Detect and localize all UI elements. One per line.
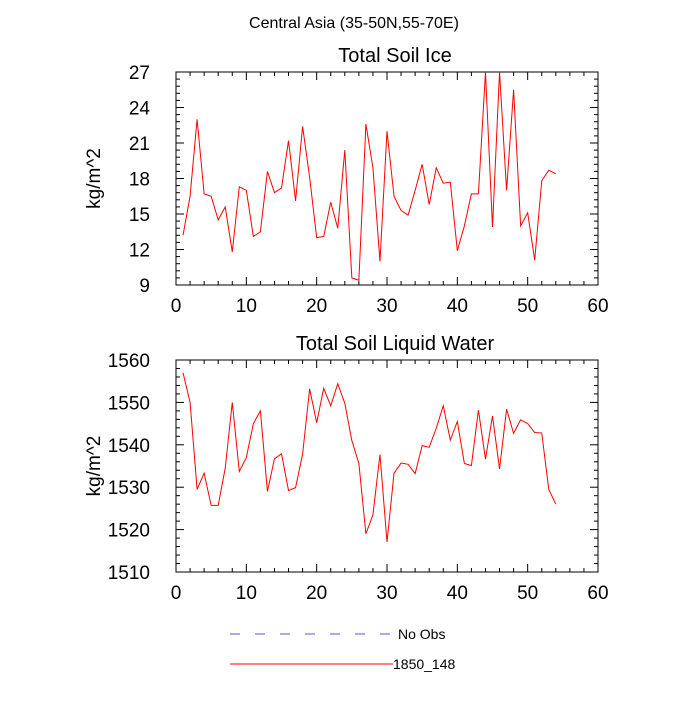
x-tick-label: 10 xyxy=(236,583,257,604)
x-tick-label: 30 xyxy=(376,296,397,317)
figure-suptitle: Central Asia (35-50N,55-70E) xyxy=(249,15,459,32)
x-tick-label: 20 xyxy=(306,296,327,317)
x-tick-label: 60 xyxy=(587,296,608,317)
series-line xyxy=(182,372,557,542)
y-tick-label: 1560 xyxy=(108,351,150,372)
x-tick-label: 60 xyxy=(587,583,608,604)
y-tick-label: 27 xyxy=(129,63,150,84)
y-tick-label: 18 xyxy=(129,170,150,191)
panel-soil-ice: Total Soil Ice kg/m^2 0 10 20 30 40 50 60 9 12 15 18… xyxy=(84,45,609,317)
x-tick-label: 40 xyxy=(447,296,468,317)
legend-label: 1850_148 xyxy=(393,656,456,672)
x-tick-label: 0 xyxy=(171,583,182,604)
y-tick-label: 24 xyxy=(129,99,151,120)
x-tick-label: 20 xyxy=(306,583,327,604)
y-tick-label: 21 xyxy=(129,134,150,155)
y-tick-label: 1550 xyxy=(108,393,150,414)
y-tick-label: 1510 xyxy=(108,563,150,584)
chart-title: Total Soil Liquid Water xyxy=(296,333,495,355)
y-axis-label: kg/m^2 xyxy=(84,148,105,209)
y-tick-label: 15 xyxy=(129,205,150,226)
y-tick-label: 12 xyxy=(129,241,150,262)
x-tick-label: 10 xyxy=(236,296,257,317)
legend: No Obs 1850_148 xyxy=(230,626,456,672)
y-tick-label: 1520 xyxy=(108,521,150,542)
y-axis-label: kg/m^2 xyxy=(84,436,105,497)
x-tick-label: 40 xyxy=(447,583,468,604)
chart-title: Total Soil Ice xyxy=(338,45,451,67)
legend-label: No Obs xyxy=(398,626,445,642)
x-tick-label: 0 xyxy=(171,296,182,317)
series-line xyxy=(182,71,557,281)
y-tick-label: 1540 xyxy=(108,436,150,457)
x-tick-label: 50 xyxy=(517,583,538,604)
plot-frame xyxy=(175,71,599,286)
x-tick-label: 50 xyxy=(517,296,538,317)
y-tick-label: 9 xyxy=(139,276,150,297)
panel-soil-liquid-water: Total Soil Liquid Water kg/m^2 0 10 20 30 40 50… xyxy=(84,333,609,604)
y-tick-label: 1530 xyxy=(108,478,150,499)
x-tick-label: 30 xyxy=(376,583,397,604)
